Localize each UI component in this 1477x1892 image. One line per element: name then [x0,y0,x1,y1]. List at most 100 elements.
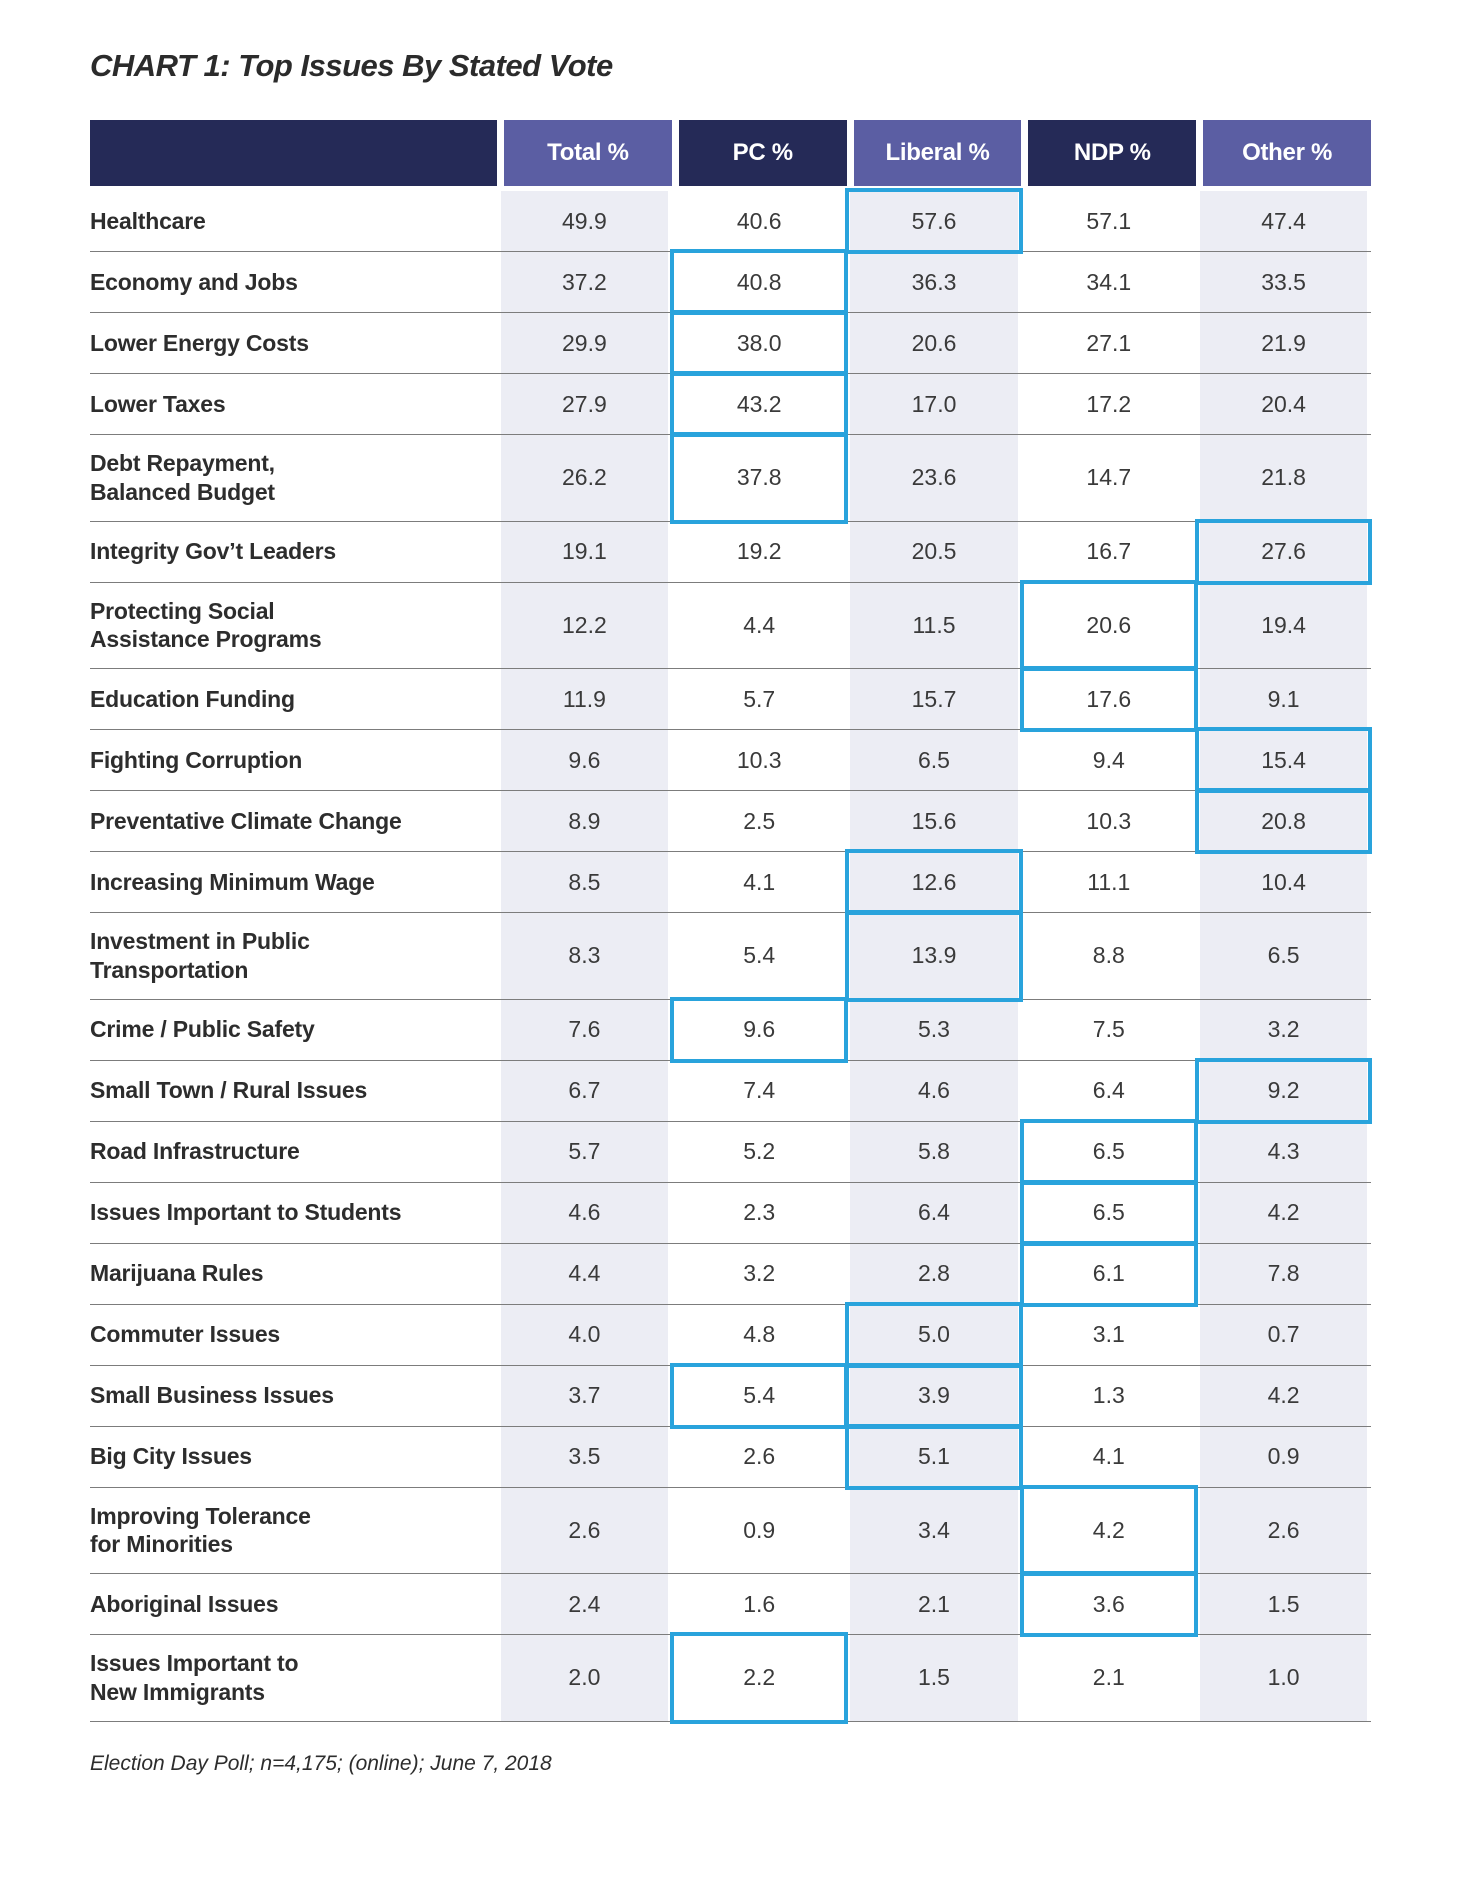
value-cell-ndp: 34.1 [1024,252,1193,312]
value-cell-total: 4.4 [500,1243,669,1304]
table-row: Aboriginal Issues 2.4 1.6 2.1 3.6 1.5 [90,1571,1371,1637]
value-cell-total: 49.9 [500,191,669,251]
issue-label: Fighting Corruption [90,746,303,773]
value-cell-pc: 5.7 [675,669,844,729]
value-cell-ndp: 1.3 [1024,1365,1193,1426]
chart-title: CHART 1: Top Issues By Stated Vote [90,48,613,83]
value-cell-liberal: 57.6 [845,188,1023,254]
table-row: Healthcare 49.9 40.6 57.6 57.1 47.4 [90,188,1371,254]
value-cell-total: 26.2 [500,435,669,521]
value-cell-ndp: 7.5 [1024,999,1193,1060]
value-cell-ndp: 20.6 [1019,579,1198,671]
value-cell-liberal: 15.7 [850,669,1018,729]
value-cell-other: 4.2 [1199,1182,1368,1243]
value-cell-total: 2.4 [500,1574,669,1634]
value-cell-ndp: 17.6 [1019,666,1198,732]
issue-label: Big City Issues [90,1443,252,1470]
value-cell-pc: 4.1 [675,852,844,912]
value-cell-total: 19.1 [500,521,669,582]
value-cell-liberal: 36.3 [850,252,1018,312]
table-row: Protecting Social Assistance Programs 12… [90,579,1371,671]
issue-label: Commuter Issues [90,1321,281,1348]
issue-label: Issues Important to New Immigrants [90,1650,299,1705]
table-row: Lower Energy Costs 29.9 38.0 20.6 27.1 2… [90,310,1371,376]
value-cell-total: 29.9 [500,313,669,373]
table-row: Increasing Minimum Wage 8.5 4.1 12.6 11.… [90,849,1371,915]
value-cell-pc: 7.4 [675,1060,844,1121]
value-cell-liberal: 23.6 [850,435,1018,521]
value-cell-liberal: 20.6 [850,313,1018,373]
value-cell-other: 9.1 [1199,669,1368,729]
value-cell-pc: 10.3 [675,730,844,790]
value-cell-ndp: 11.1 [1024,852,1193,912]
value-cell-liberal: 5.8 [850,1121,1018,1182]
value-cell-other: 2.6 [1199,1487,1368,1573]
value-cell-liberal: 5.1 [845,1423,1023,1490]
issue-label: Education Funding [90,685,295,712]
value-cell-liberal: 12.6 [845,849,1023,915]
issue-label: Road Infrastructure [90,1138,300,1165]
value-cell-pc: 38.0 [670,310,848,376]
value-cell-total: 7.6 [500,999,669,1060]
value-cell-other: 0.7 [1199,1304,1368,1365]
value-cell-liberal: 15.6 [850,791,1018,851]
table-row: Commuter Issues 4.0 4.8 5.0 3.1 0.7 [90,1301,1371,1368]
value-cell-total: 2.0 [500,1635,669,1721]
value-cell-total: 4.0 [500,1304,669,1365]
value-cell-total: 4.6 [500,1182,669,1243]
value-cell-pc: 40.8 [670,249,848,315]
value-cell-other: 3.2 [1199,999,1368,1060]
value-cell-pc: 9.6 [670,996,848,1063]
value-cell-liberal: 17.0 [850,374,1018,434]
value-cell-ndp: 27.1 [1024,313,1193,373]
value-cell-total: 5.7 [500,1121,669,1182]
value-cell-total: 12.2 [500,582,669,668]
value-cell-ndp: 2.1 [1024,1635,1193,1721]
table-row: Investment in Public Transportation 8.3 … [90,910,1371,1001]
table-row: Preventative Climate Change 8.9 2.5 15.6… [90,788,1373,854]
value-cell-pc: 4.4 [675,582,844,668]
value-cell-ndp: 16.7 [1024,521,1193,582]
value-cell-ndp: 14.7 [1024,435,1193,521]
value-cell-liberal: 6.4 [850,1182,1018,1243]
value-cell-ndp: 8.8 [1024,913,1193,999]
value-cell-pc: 2.6 [675,1426,844,1487]
column-header-pc: PC % [678,120,847,186]
value-cell-other: 4.3 [1199,1121,1368,1182]
table-row: Issues Important to New Immigrants 2.0 2… [90,1632,1371,1723]
issue-label: Increasing Minimum Wage [90,868,375,895]
value-cell-ndp: 57.1 [1024,191,1193,251]
value-cell-other: 6.5 [1199,913,1368,999]
value-cell-liberal: 2.1 [850,1574,1018,1634]
table-row: Lower Taxes 27.9 43.2 17.0 17.2 20.4 [90,371,1371,437]
value-cell-other: 4.2 [1199,1365,1368,1426]
issue-label: Marijuana Rules [90,1260,264,1287]
value-cell-liberal: 3.4 [850,1487,1018,1573]
value-cell-other: 1.5 [1199,1574,1368,1634]
value-cell-other: 15.4 [1194,727,1373,793]
value-cell-pc: 5.4 [670,1362,848,1429]
table-row: Issues Important to Students 4.6 2.3 6.4… [90,1179,1371,1246]
column-header-liberal: Liberal % [853,120,1022,186]
value-cell-other: 7.8 [1199,1243,1368,1304]
issue-label: Protecting Social Assistance Programs [90,597,322,653]
issue-label: Debt Repayment, Balanced Budget [90,450,275,505]
table-row: Education Funding 11.9 5.7 15.7 17.6 9.1 [90,666,1371,732]
value-cell-total: 11.9 [500,669,669,729]
issue-label: Small Town / Rural Issues [90,1077,368,1104]
table-row: Crime / Public Safety 7.6 9.6 5.3 7.5 3.… [90,996,1371,1063]
value-cell-total: 27.9 [500,374,669,434]
value-cell-other: 19.4 [1199,582,1368,668]
issue-label: Lower Taxes [90,390,226,417]
issue-label: Aboriginal Issues [90,1590,279,1617]
value-cell-pc: 4.8 [675,1304,844,1365]
value-cell-ndp: 6.4 [1024,1060,1193,1121]
issue-label: Crime / Public Safety [90,1016,315,1043]
value-cell-ndp: 4.2 [1019,1484,1198,1576]
value-cell-liberal: 11.5 [850,582,1018,668]
value-cell-pc: 2.5 [675,791,844,851]
table-row: Road Infrastructure 5.7 5.2 5.8 6.5 4.3 [90,1118,1371,1185]
table-row: Debt Repayment, Balanced Budget 26.2 37.… [90,432,1371,523]
column-header-ndp: NDP % [1028,120,1197,186]
table-body: Healthcare 49.9 40.6 57.6 57.1 47.4 Econ… [90,188,1373,1723]
